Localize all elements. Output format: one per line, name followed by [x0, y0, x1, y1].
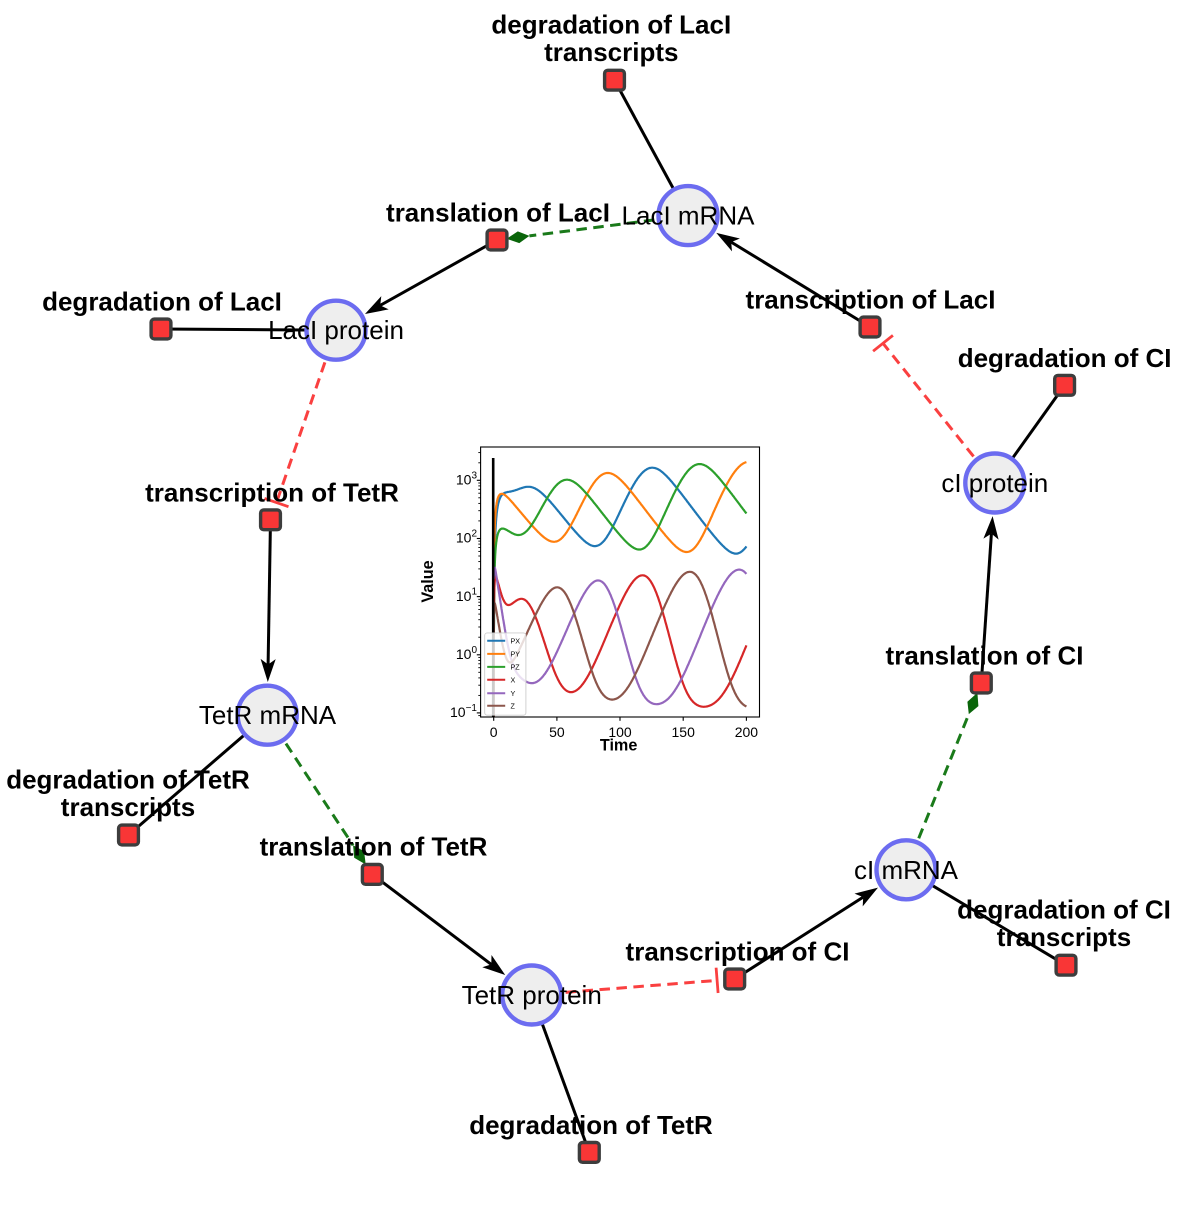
svg-text:degradation of TetR: degradation of TetR	[6, 765, 250, 795]
svg-text:degradation of CI: degradation of CI	[958, 343, 1172, 373]
svg-text:0: 0	[490, 724, 498, 740]
svg-text:100: 100	[456, 645, 478, 662]
svg-text:Z: Z	[511, 701, 516, 710]
svg-text:cI protein: cI protein	[941, 468, 1048, 498]
svg-text:transcription of TetR: transcription of TetR	[145, 477, 399, 507]
svg-text:50: 50	[549, 724, 565, 740]
svg-text:X: X	[511, 675, 516, 684]
svg-text:LacI mRNA: LacI mRNA	[622, 201, 756, 231]
svg-text:Y: Y	[511, 689, 516, 698]
svg-text:translation of TetR: translation of TetR	[260, 832, 488, 862]
svg-text:TetR mRNA: TetR mRNA	[199, 700, 337, 730]
svg-text:100: 100	[608, 724, 632, 740]
svg-text:transcripts: transcripts	[61, 792, 195, 822]
svg-text:transcripts: transcripts	[997, 922, 1131, 952]
svg-text:PX: PX	[511, 636, 521, 645]
svg-text:10−1: 10−1	[450, 703, 477, 720]
svg-text:LacI protein: LacI protein	[268, 315, 404, 345]
svg-text:150: 150	[672, 724, 696, 740]
svg-text:102: 102	[456, 529, 478, 546]
svg-text:translation of LacI: translation of LacI	[386, 198, 610, 228]
svg-text:Time: Time	[600, 737, 638, 755]
svg-text:103: 103	[456, 470, 478, 487]
svg-text:translation of CI: translation of CI	[886, 641, 1084, 671]
svg-text:PY: PY	[511, 650, 521, 659]
svg-text:101: 101	[456, 587, 478, 604]
svg-text:PZ: PZ	[511, 663, 521, 672]
svg-text:degradation of CI: degradation of CI	[957, 895, 1171, 925]
svg-text:degradation of LacI: degradation of LacI	[491, 10, 731, 40]
svg-text:Value: Value	[419, 560, 437, 602]
svg-text:degradation of TetR: degradation of TetR	[469, 1110, 713, 1140]
svg-text:degradation of LacI: degradation of LacI	[42, 287, 282, 317]
svg-text:cI mRNA: cI mRNA	[854, 855, 959, 885]
svg-text:transcription of LacI: transcription of LacI	[746, 285, 996, 315]
svg-text:TetR protein: TetR protein	[462, 980, 602, 1010]
svg-text:transcripts: transcripts	[544, 37, 678, 67]
svg-text:transcription of CI: transcription of CI	[626, 937, 850, 967]
svg-text:200: 200	[735, 724, 759, 740]
